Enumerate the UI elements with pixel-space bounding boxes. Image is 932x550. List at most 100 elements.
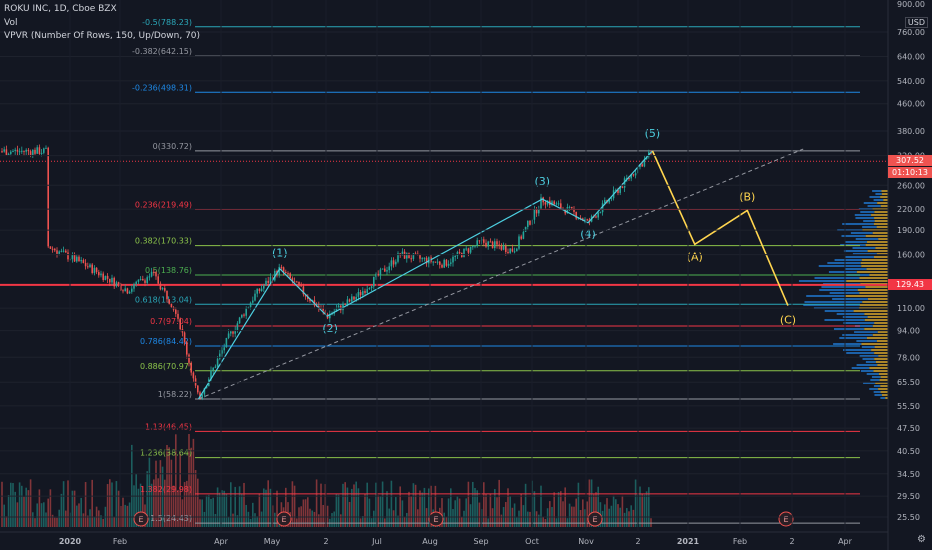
candle-body	[527, 220, 529, 227]
earnings-marker-label: E	[433, 515, 438, 524]
candle-body	[586, 219, 588, 221]
volume-bar	[452, 509, 454, 527]
volume-bar	[49, 489, 52, 527]
candle-body	[628, 178, 630, 180]
candle-body	[120, 283, 122, 291]
candle-body	[87, 266, 89, 268]
volume-bar	[65, 510, 67, 527]
volume-bar	[245, 504, 247, 527]
vpvr-bar-down	[875, 382, 888, 384]
volume-bar	[513, 503, 516, 527]
vpvr-bar-up	[860, 370, 874, 372]
vpvr-bar-down	[880, 391, 888, 393]
volume-bar	[260, 511, 263, 527]
candle-body	[54, 248, 56, 251]
candle-body	[384, 268, 386, 272]
volume-bar	[276, 490, 278, 527]
vpvr-bar-down	[865, 286, 888, 288]
candle-body	[269, 277, 272, 283]
volume-bar	[47, 498, 49, 527]
candle-body	[359, 292, 362, 296]
candle-body	[500, 246, 503, 250]
candle-body	[192, 372, 195, 379]
candle-body	[540, 197, 542, 210]
candle-body	[300, 285, 302, 287]
candle-body	[573, 208, 575, 212]
volume-bar	[428, 488, 430, 527]
candle-body	[73, 254, 76, 262]
candle-body	[230, 331, 232, 334]
volume-bar	[604, 504, 606, 527]
volume-indicator-label[interactable]: Vol	[4, 18, 18, 28]
candle-body	[111, 277, 113, 283]
currency-badge[interactable]: USD	[904, 17, 928, 28]
volume-bar	[98, 510, 100, 527]
volume-bar	[192, 438, 195, 527]
fibonacci-retracement[interactable]: -0.5(788.23) -0.382(642.15) -0.236(498.31)…	[0, 18, 888, 524]
vpvr-bar-down	[881, 193, 888, 195]
candle-body	[557, 203, 560, 205]
volume-bar	[170, 459, 173, 527]
candle-body	[21, 150, 23, 152]
volume-bar	[590, 479, 593, 527]
symbol-title[interactable]: ROKU INC, 1D, Cboe BZX	[4, 4, 117, 14]
fib-level-label: 0.5(138.76)	[145, 266, 192, 275]
candle-body	[40, 152, 43, 154]
volume-bar	[150, 483, 153, 527]
candle-body	[296, 281, 298, 283]
volume-bar	[557, 492, 560, 527]
volume-bar	[340, 514, 342, 527]
candle-body	[443, 259, 445, 268]
candle-body	[243, 314, 245, 316]
vpvr-bar-down	[872, 232, 888, 234]
candle-body	[401, 251, 404, 256]
volume-bar	[254, 513, 256, 527]
volume-bar	[379, 495, 382, 527]
volume-bar	[485, 493, 487, 527]
impulse-wave-path	[197, 150, 653, 400]
candle-body	[496, 241, 498, 245]
time-tick-label: Apr	[214, 537, 229, 546]
volume-bar	[582, 499, 584, 527]
vpvr-bar-up	[861, 346, 875, 348]
candle-body	[370, 286, 373, 289]
candle-body	[498, 244, 500, 247]
candle-body	[203, 388, 206, 395]
vpvr-bar-up	[824, 310, 854, 312]
candle-body	[216, 358, 219, 367]
volume-bar	[58, 509, 60, 527]
earnings-marker[interactable]: E	[587, 511, 603, 527]
candle-body	[102, 273, 104, 280]
candle-body	[223, 347, 225, 351]
earnings-marker[interactable]: E	[428, 511, 444, 527]
vpvr-bar-up	[869, 196, 881, 198]
dashed-trend-line	[198, 148, 804, 400]
candle-body	[571, 206, 573, 209]
candle-body	[58, 251, 60, 254]
volume-bar	[584, 509, 586, 527]
vpvr-bar-up	[860, 211, 875, 213]
elliott-waves[interactable]: (1) (2) (3) (4) (5) (A) (B) (C) E E E E E	[133, 127, 804, 527]
candle-body	[432, 261, 434, 263]
settings-gear-icon[interactable]: ⚙	[917, 534, 926, 545]
candle-body	[535, 209, 538, 214]
candle-body	[351, 296, 353, 302]
volume-bar	[366, 482, 368, 527]
vpvr-bar-down	[885, 397, 888, 399]
volume-bar	[313, 511, 316, 527]
earnings-marker[interactable]: E	[778, 511, 794, 527]
candle-body	[476, 240, 478, 246]
volume-bar	[223, 490, 225, 527]
volume-bar	[560, 491, 562, 527]
volume-bar	[377, 495, 379, 527]
vpvr-indicator-label[interactable]: VPVR (Number Of Rows, 150, Up/Down, 70)	[4, 31, 201, 41]
vpvr-bar-up	[842, 223, 874, 225]
candle-body	[395, 261, 397, 265]
volume-bar	[199, 499, 201, 527]
earnings-marker[interactable]: E	[276, 511, 292, 527]
volume-bar	[271, 505, 274, 527]
candle-body	[298, 281, 300, 286]
time-tick-label: May	[264, 537, 281, 546]
earnings-marker[interactable]: E	[133, 511, 149, 527]
